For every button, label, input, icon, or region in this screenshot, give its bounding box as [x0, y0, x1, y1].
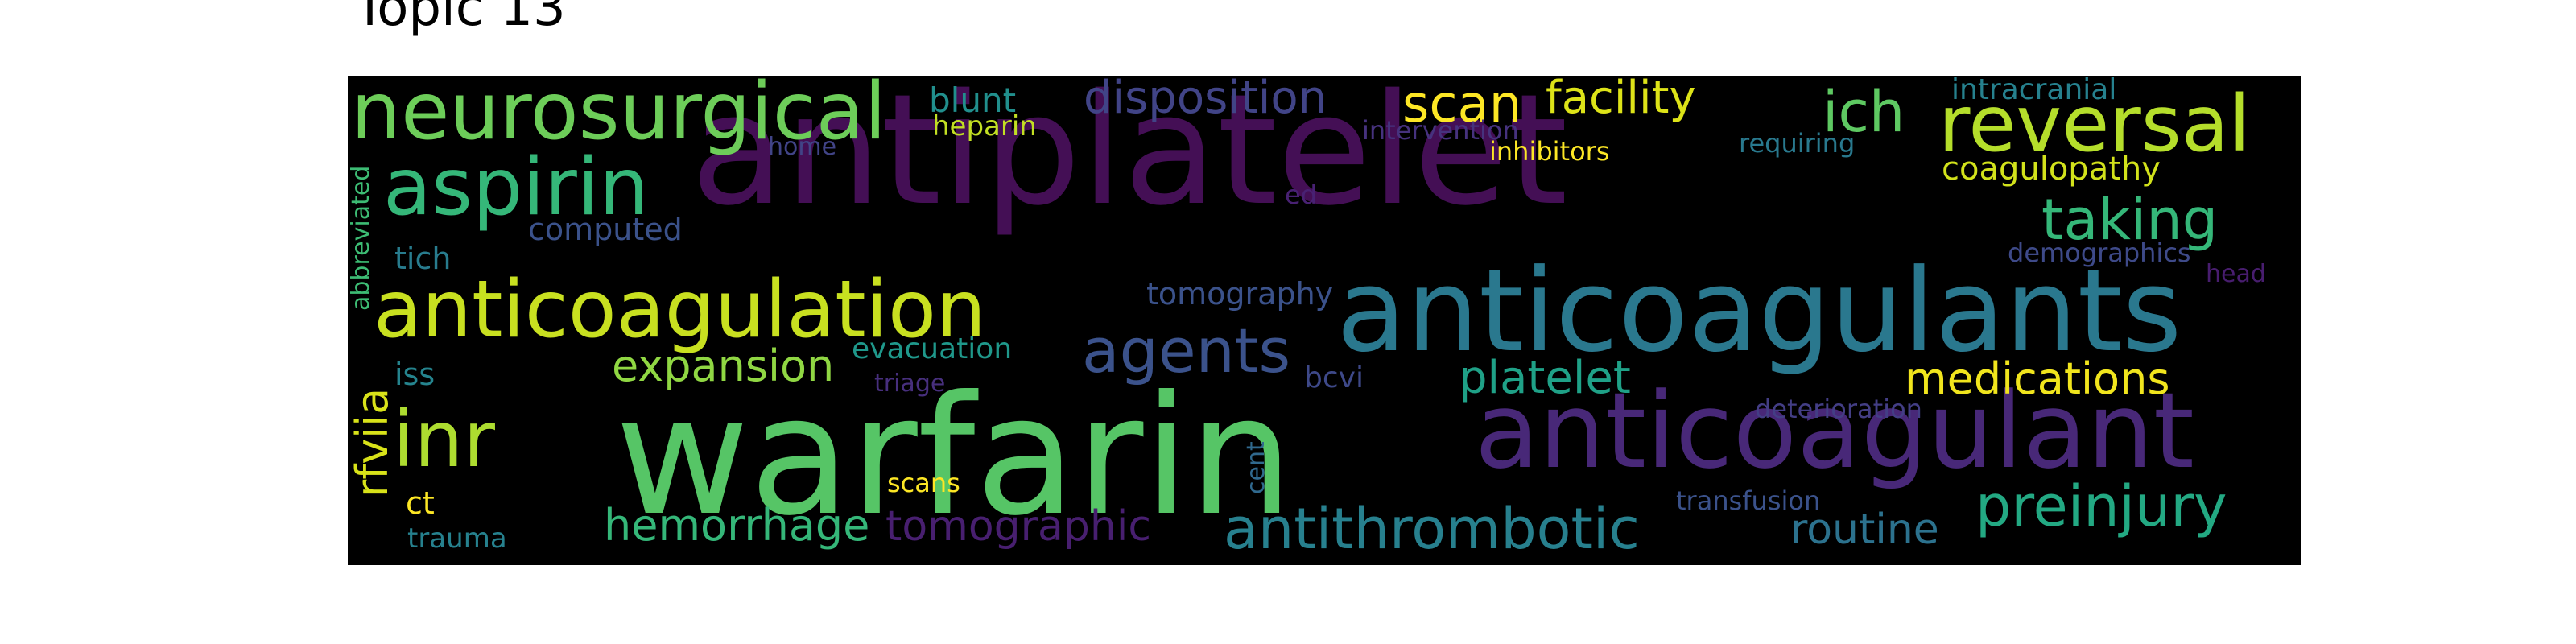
cloud-word-bcvi: bcvi [1304, 361, 1364, 394]
cloud-word-coagulopathy: coagulopathy [1942, 151, 2161, 188]
cloud-word-agents: agents [1082, 315, 1291, 386]
cloud-word-abbreviated: abbreviated [348, 165, 375, 311]
cloud-word-requiring: requiring [1739, 128, 1856, 159]
cloud-word-scans: scans [887, 468, 960, 498]
cloud-word-antiplatelet: antiplatelet [691, 76, 1568, 239]
cloud-word-platelet: platelet [1459, 352, 1631, 404]
cloud-word-ich: ich [1823, 79, 1905, 145]
cloud-word-reversal: reversal [1938, 79, 2251, 169]
cloud-word-head: head [2206, 260, 2266, 288]
cloud-word-blunt: blunt [929, 80, 1017, 120]
cloud-word-deterioration: deterioration [1755, 394, 1922, 424]
cloud-word-antithrombotic: antithrombotic [1224, 496, 1640, 562]
cloud-word-warfarin: warfarin [615, 361, 1294, 552]
cloud-word-tomography: tomography [1146, 276, 1334, 312]
cloud-word-intracranial: intracranial [1951, 76, 2117, 106]
cloud-word-anticoagulation: anticoagulation [374, 264, 987, 356]
cloud-word-cent: cent [1242, 441, 1270, 494]
cloud-word-ct: ct [406, 485, 435, 521]
cloud-word-iss: iss [394, 357, 436, 392]
cloud-word-aspirin: aspirin [383, 142, 650, 233]
cloud-word-anticoagulants: anticoagulants [1336, 245, 2182, 378]
cloud-word-tich: tich [394, 241, 452, 276]
cloud-word-routine: routine [1790, 506, 1939, 554]
cloud-word-facility: facility [1546, 76, 1696, 124]
cloud-word-taking: taking [2041, 187, 2219, 253]
figure-title: Topic 13 [354, 0, 566, 38]
cloud-word-heparin: heparin [932, 110, 1037, 142]
cloud-word-transfusion: transfusion [1676, 485, 1821, 516]
cloud-word-scan: scan [1402, 76, 1522, 134]
cloud-word-demographics: demographics [2008, 237, 2191, 268]
cloud-word-intervention: intervention [1362, 115, 1519, 146]
cloud-word-neurosurgical: neurosurgical [351, 76, 886, 158]
cloud-word-preinjury: preinjury [1975, 473, 2227, 539]
cloud-word-rfviia: rfviia [348, 387, 398, 497]
cloud-word-inr: inr [393, 394, 495, 485]
cloud-word-anticoagulant: anticoagulant [1475, 369, 2194, 492]
cloud-word-hemorrhage: hemorrhage [604, 500, 870, 551]
cloud-word-triage: triage [874, 369, 946, 398]
cloud-word-inhibitors: inhibitors [1489, 136, 1610, 167]
cloud-word-tomographic: tomographic [886, 502, 1151, 551]
cloud-word-computed: computed [528, 212, 683, 247]
word-cloud-canvas: antiplatelet warfarin anticoagulants ant… [348, 76, 2301, 565]
cloud-word-trauma: trauma [407, 522, 507, 555]
cloud-word-ed: ed [1285, 180, 1317, 210]
cloud-word-medications: medications [1905, 353, 2170, 404]
cloud-word-expansion: expansion [612, 341, 835, 391]
cloud-word-disposition: disposition [1084, 76, 1327, 124]
cloud-word-evacuation: evacuation [852, 332, 1013, 365]
cloud-word-repeat: repeat [523, 559, 696, 566]
cloud-word-home: home [768, 133, 837, 161]
